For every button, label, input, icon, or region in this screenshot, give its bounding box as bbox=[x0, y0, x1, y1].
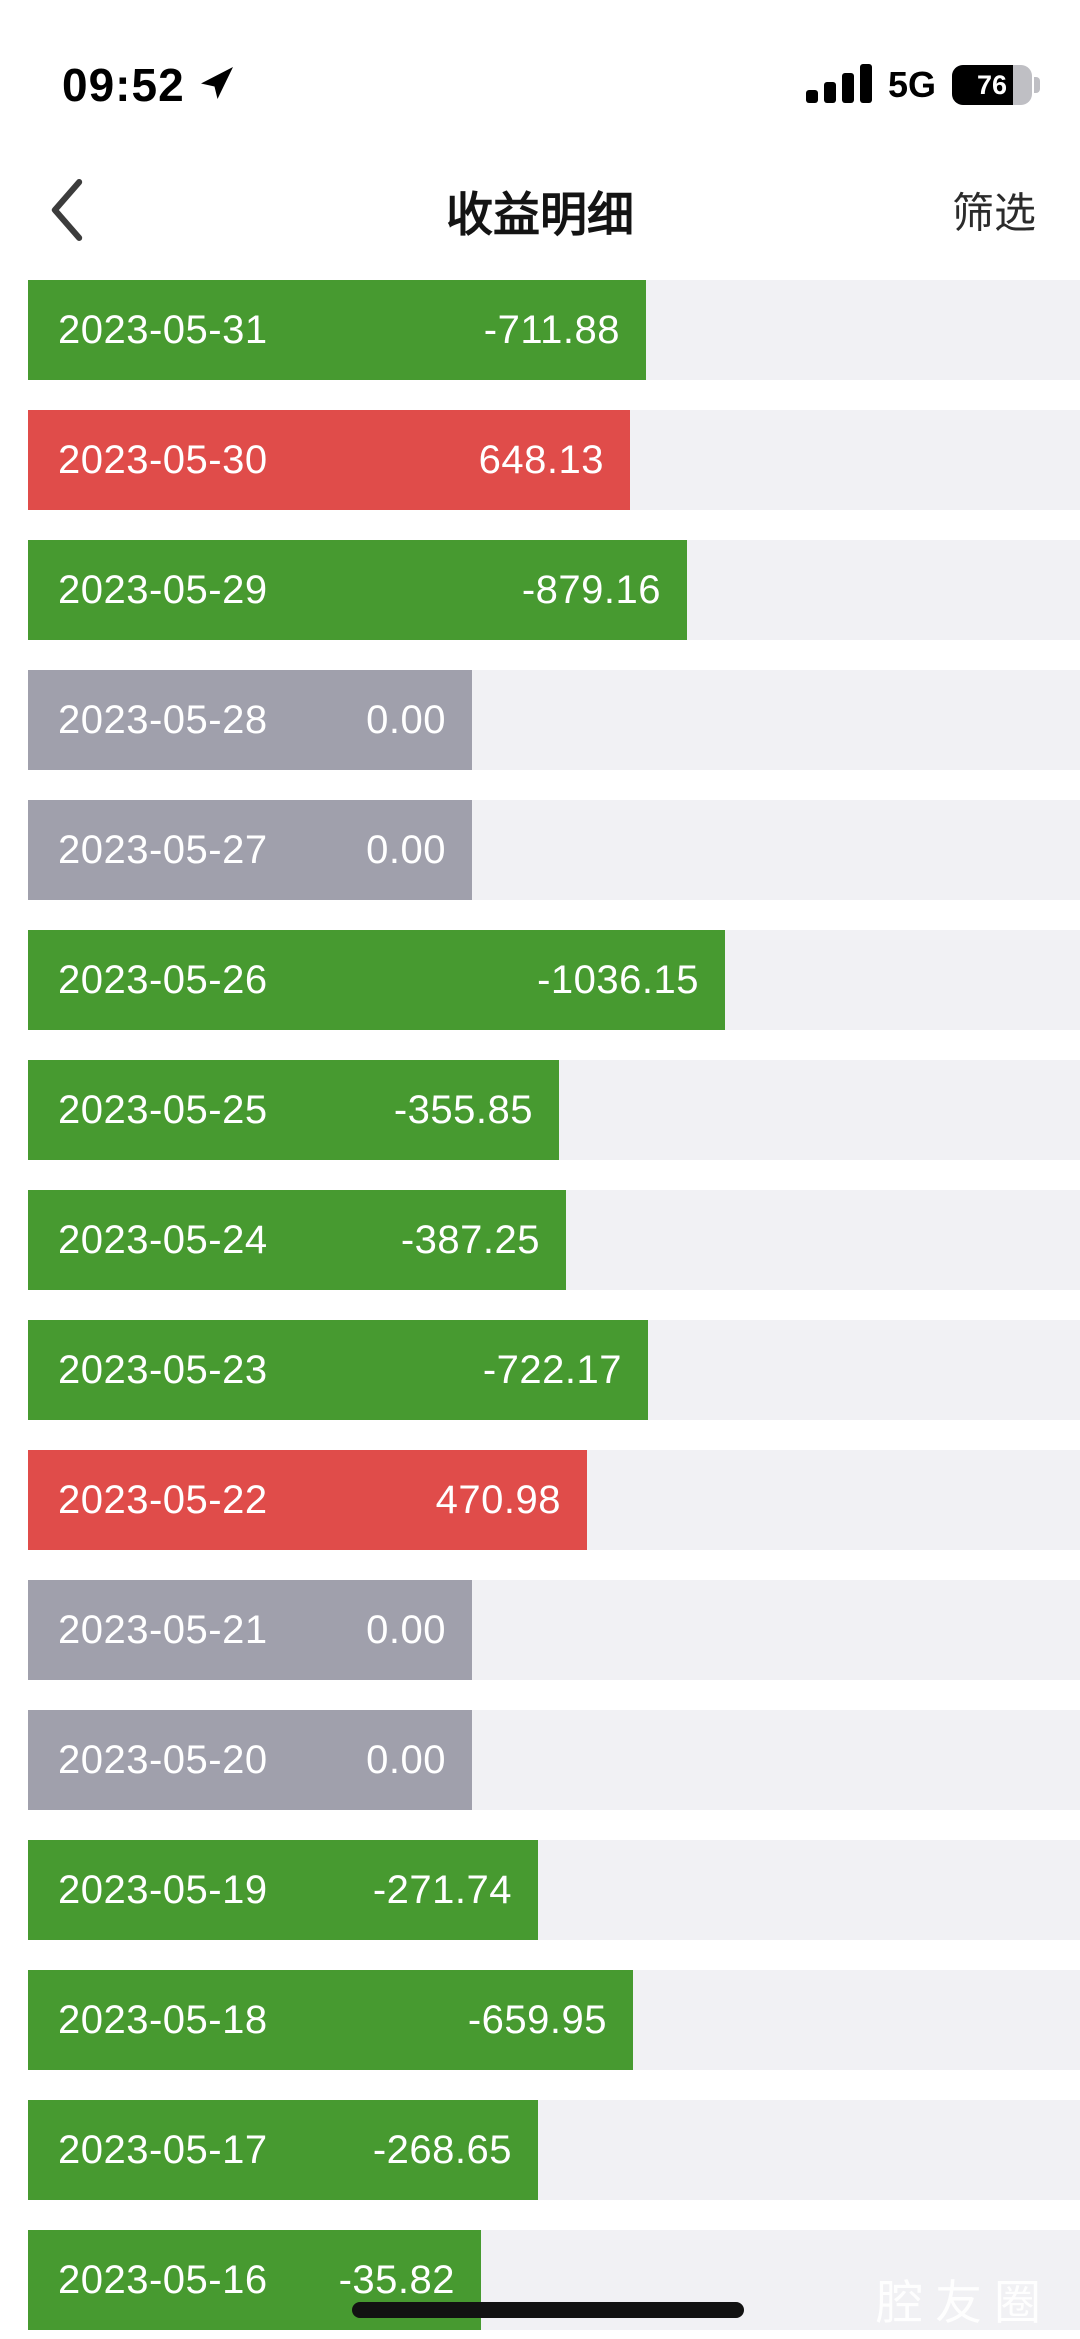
row-value: 0.00 bbox=[366, 1737, 446, 1782]
pnl-row[interactable]: 2023-05-24 -387.25 bbox=[28, 1190, 1080, 1290]
pnl-bar-loss: 2023-05-17 -268.65 bbox=[28, 2100, 538, 2200]
row-date: 2023-05-20 bbox=[58, 1737, 268, 1782]
pnl-bar-loss: 2023-05-19 -271.74 bbox=[28, 1840, 538, 1940]
pnl-bar-loss: 2023-05-16 -35.82 bbox=[28, 2230, 481, 2330]
row-value: -268.65 bbox=[372, 2127, 512, 2172]
pnl-bar-gain: 2023-05-22 470.98 bbox=[28, 1450, 587, 1550]
cellular-signal-icon bbox=[805, 63, 872, 108]
pnl-bar-loss: 2023-05-23 -722.17 bbox=[28, 1320, 648, 1420]
row-value: 0.00 bbox=[366, 697, 446, 742]
pnl-row[interactable]: 2023-05-21 0.00 bbox=[28, 1580, 1080, 1680]
nav-bar: 收益明细 筛选 bbox=[0, 148, 1080, 272]
pnl-row[interactable]: 2023-05-29 -879.16 bbox=[28, 540, 1080, 640]
row-date: 2023-05-17 bbox=[58, 2127, 268, 2172]
location-arrow-icon bbox=[199, 65, 235, 106]
row-value: -879.16 bbox=[521, 567, 661, 612]
row-value: -722.17 bbox=[482, 1347, 622, 1392]
row-value: 648.13 bbox=[478, 437, 604, 482]
pnl-bar-flat: 2023-05-28 0.00 bbox=[28, 670, 472, 770]
pnl-row[interactable]: 2023-05-31 -711.88 bbox=[28, 280, 1080, 380]
row-date: 2023-05-22 bbox=[58, 1477, 268, 1522]
pnl-row[interactable]: 2023-05-18 -659.95 bbox=[28, 1970, 1080, 2070]
pnl-bar-loss: 2023-05-24 -387.25 bbox=[28, 1190, 566, 1290]
pnl-bar-loss: 2023-05-18 -659.95 bbox=[28, 1970, 633, 2070]
pnl-bar-loss: 2023-05-31 -711.88 bbox=[28, 280, 646, 380]
pnl-row[interactable]: 2023-05-23 -722.17 bbox=[28, 1320, 1080, 1420]
row-value: -1036.15 bbox=[537, 957, 699, 1002]
pnl-row[interactable]: 2023-05-28 0.00 bbox=[28, 670, 1080, 770]
row-date: 2023-05-24 bbox=[58, 1217, 268, 1262]
pnl-list: 2023-05-31 -711.88 2023-05-30 648.13 2023-05… bbox=[0, 280, 1080, 2339]
row-date: 2023-05-18 bbox=[58, 1997, 268, 2042]
back-button[interactable] bbox=[50, 177, 84, 243]
row-value: 0.00 bbox=[366, 1607, 446, 1652]
network-type-label: 5G bbox=[887, 64, 936, 105]
pnl-row[interactable]: 2023-05-30 648.13 bbox=[28, 410, 1080, 510]
battery-cap bbox=[1034, 77, 1040, 93]
row-date: 2023-05-25 bbox=[58, 1087, 268, 1132]
pnl-row[interactable]: 2023-05-22 470.98 bbox=[28, 1450, 1080, 1550]
pnl-row[interactable]: 2023-05-16 -35.82 bbox=[28, 2230, 1080, 2330]
battery-percent: 76 bbox=[976, 69, 1008, 100]
row-date: 2023-05-27 bbox=[58, 827, 268, 872]
pnl-row[interactable]: 2023-05-19 -271.74 bbox=[28, 1840, 1080, 1940]
status-bar: 09:52 5G 76 bbox=[0, 38, 1080, 132]
clock: 09:52 bbox=[62, 59, 185, 111]
row-date: 2023-05-26 bbox=[58, 957, 268, 1002]
row-value: -387.25 bbox=[400, 1217, 540, 1262]
pnl-bar-loss: 2023-05-29 -879.16 bbox=[28, 540, 687, 640]
filter-button[interactable]: 筛选 bbox=[951, 189, 1036, 237]
row-date: 2023-05-30 bbox=[58, 437, 268, 482]
home-indicator[interactable] bbox=[352, 2302, 744, 2318]
battery-icon: 76 bbox=[952, 65, 1040, 105]
pnl-bar-flat: 2023-05-20 0.00 bbox=[28, 1710, 472, 1810]
pnl-row[interactable]: 2023-05-20 0.00 bbox=[28, 1710, 1080, 1810]
page-title: 收益明细 bbox=[446, 187, 634, 241]
row-date: 2023-05-16 bbox=[58, 2257, 268, 2302]
row-value: -35.82 bbox=[338, 2257, 455, 2302]
row-date: 2023-05-31 bbox=[58, 307, 268, 352]
pnl-row[interactable]: 2023-05-26 -1036.15 bbox=[28, 930, 1080, 1030]
row-date: 2023-05-29 bbox=[58, 567, 268, 612]
row-value: -271.74 bbox=[372, 1867, 512, 1912]
row-value: -355.85 bbox=[393, 1087, 533, 1132]
pnl-bar-loss: 2023-05-26 -1036.15 bbox=[28, 930, 725, 1030]
pnl-bar-loss: 2023-05-25 -355.85 bbox=[28, 1060, 559, 1160]
row-value: -711.88 bbox=[483, 307, 620, 352]
row-date: 2023-05-23 bbox=[58, 1347, 268, 1392]
pnl-bar-gain: 2023-05-30 648.13 bbox=[28, 410, 630, 510]
row-value: 470.98 bbox=[435, 1477, 561, 1522]
row-date: 2023-05-28 bbox=[58, 697, 268, 742]
row-value: -659.95 bbox=[467, 1997, 607, 2042]
pnl-row[interactable]: 2023-05-27 0.00 bbox=[28, 800, 1080, 900]
chevron-left-icon bbox=[51, 179, 83, 241]
row-value: 0.00 bbox=[366, 827, 446, 872]
pnl-row[interactable]: 2023-05-25 -355.85 bbox=[28, 1060, 1080, 1160]
pnl-row[interactable]: 2023-05-17 -268.65 bbox=[28, 2100, 1080, 2200]
pnl-bar-flat: 2023-05-27 0.00 bbox=[28, 800, 472, 900]
row-date: 2023-05-21 bbox=[58, 1607, 268, 1652]
pnl-bar-flat: 2023-05-21 0.00 bbox=[28, 1580, 472, 1680]
row-date: 2023-05-19 bbox=[58, 1867, 268, 1912]
